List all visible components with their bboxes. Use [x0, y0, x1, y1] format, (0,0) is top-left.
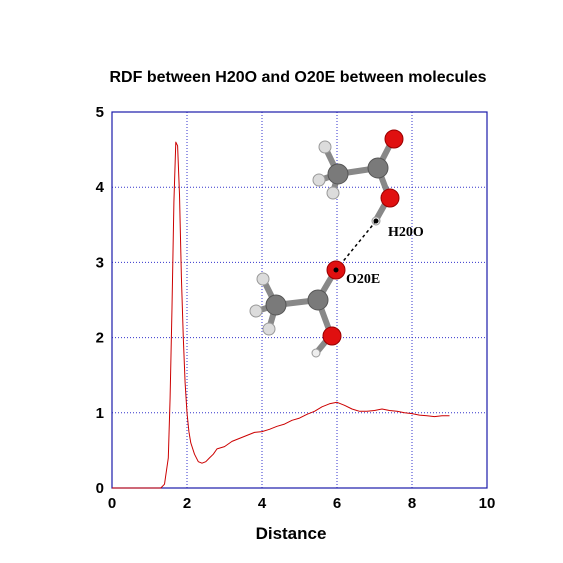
y-tick-label: 4 [96, 179, 105, 196]
y-tick-label: 0 [96, 480, 104, 497]
x-tick-label: 0 [108, 495, 116, 512]
carbon-atom [328, 164, 348, 184]
rdf-series-line [112, 142, 450, 488]
x-tick-label: 10 [479, 495, 496, 512]
hydrogen-atom [327, 187, 339, 199]
x-tick-label: 4 [258, 495, 267, 512]
x-tick-labels: 0 2 4 6 8 10 [108, 495, 496, 512]
hydrogen-atom [263, 323, 275, 335]
carbon-atom [266, 295, 286, 315]
oxygen-atom [385, 130, 403, 148]
oxygen-atom [323, 327, 341, 345]
hydrogen-atom [257, 273, 269, 285]
molecule-illustration [250, 130, 403, 357]
oxygen-atom [381, 189, 399, 207]
x-tick-label: 8 [408, 495, 416, 512]
hydrogen-atom [313, 174, 325, 186]
h20o-marker [374, 219, 379, 224]
y-tick-label: 2 [96, 330, 104, 347]
hydrogen-atom [250, 305, 262, 317]
o20e-marker [334, 268, 339, 273]
y-tick-label: 1 [96, 405, 104, 422]
annotation-o20e: O20E [346, 272, 380, 287]
carbon-atom [308, 290, 328, 310]
hydrogen-atom [312, 349, 320, 357]
annotation-h20o: H20O [388, 225, 424, 240]
y-tick-label: 3 [96, 254, 104, 271]
chart-title: RDF between H20O and O20E between molecu… [110, 69, 487, 86]
hydrogen-atom [319, 141, 331, 153]
y-tick-labels: 0 1 2 3 4 5 [96, 104, 105, 497]
series-group [112, 142, 450, 488]
x-axis-label: Distance [256, 524, 327, 543]
carbon-atom [368, 158, 388, 178]
x-tick-label: 6 [333, 495, 341, 512]
x-tick-label: 2 [183, 495, 191, 512]
y-tick-label: 5 [96, 104, 104, 121]
